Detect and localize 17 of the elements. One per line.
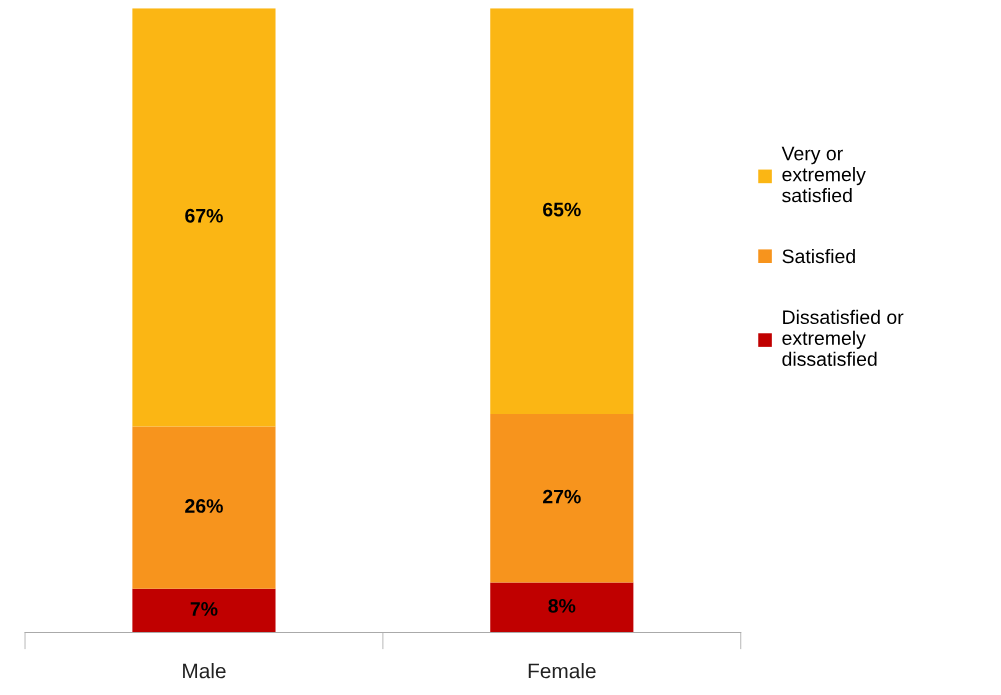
x-tick-label: Female bbox=[528, 663, 596, 679]
data-label: 67% bbox=[185, 208, 223, 223]
bar bbox=[490, 414, 634, 583]
data-label: 26% bbox=[185, 499, 223, 513]
data-label: 65% bbox=[543, 202, 581, 217]
legend-label: Dissatisfied or extremely dissatisfied bbox=[782, 309, 904, 366]
x-tick-label: Male bbox=[183, 663, 226, 679]
data-label: 27% bbox=[543, 489, 581, 504]
legend-label: Very or extremely satisfied bbox=[781, 146, 866, 203]
bar bbox=[132, 588, 276, 633]
legend-label: Satisfied bbox=[782, 248, 855, 264]
bar bbox=[132, 8, 276, 427]
bar bbox=[132, 426, 276, 589]
data-label: 8% bbox=[548, 598, 576, 613]
bar bbox=[490, 582, 634, 633]
data-label: 7% bbox=[190, 602, 218, 616]
bar bbox=[490, 8, 634, 415]
